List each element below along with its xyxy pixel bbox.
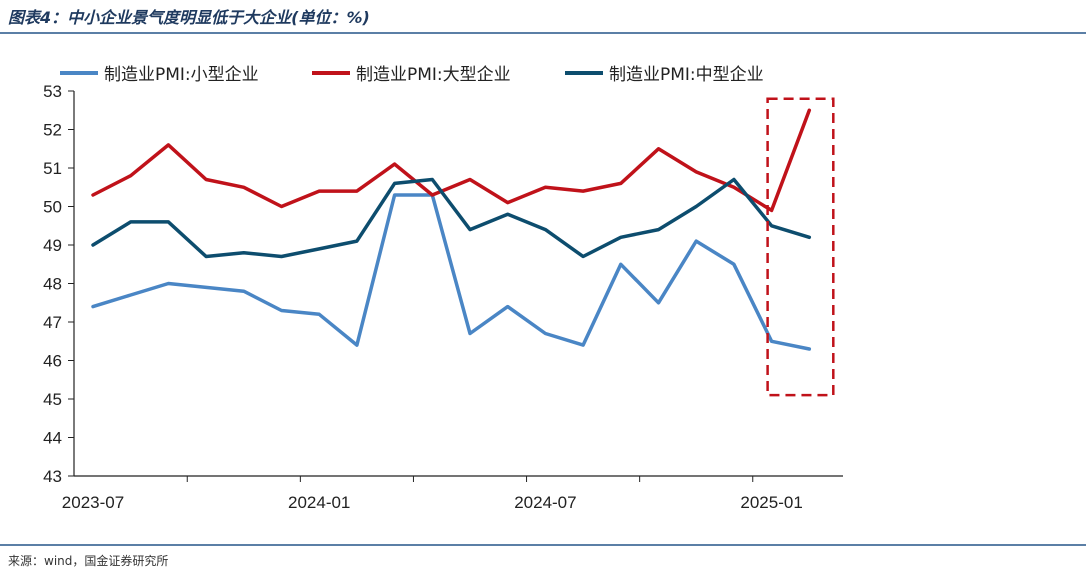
annotation [766, 97, 835, 397]
legend-label-3: 制造业PMI:中型企业 [609, 65, 764, 85]
series-line-1 [91, 193, 812, 351]
x-tick-label: 2024-07 [514, 493, 576, 512]
y-tick-label: 52 [43, 121, 62, 140]
series-line-3 [91, 177, 812, 259]
x-tick-label: 2025-01 [740, 493, 802, 512]
series-line-2 [91, 108, 812, 213]
y-tick-label: 51 [43, 159, 62, 178]
y-tick-label: 50 [43, 198, 62, 217]
y-tick-label: 53 [43, 82, 62, 101]
axes: 43 44 45 46 47 48 49 50 51 52 53 2023-07 2024-01 2024… [43, 82, 843, 512]
source-note: 来源：wind，国金证券研究所 [8, 554, 169, 568]
footer-divider [0, 544, 1086, 546]
legend-label-2: 制造业PMI:大型企业 [356, 65, 511, 85]
y-tick-label: 44 [43, 429, 62, 448]
y-tick-label: 46 [43, 352, 62, 371]
legend-label-1: 制造业PMI:小型企业 [104, 65, 259, 85]
legend: 制造业PMI:小型企业 制造业PMI:大型企业 制造业PMI:中型企业 [60, 65, 764, 85]
x-tick-label: 2024-01 [288, 493, 350, 512]
series-lines [91, 108, 812, 351]
title-divider [0, 32, 1086, 34]
y-tick-label: 47 [43, 313, 62, 332]
x-tick-label: 2023-07 [62, 493, 124, 512]
y-tick-label: 45 [43, 390, 62, 409]
highlight-box [766, 97, 835, 397]
y-tick-label: 48 [43, 275, 62, 294]
y-tick-label: 43 [43, 467, 62, 486]
chart-title: 图表4：中小企业景气度明显低于大企业(单位：%) [8, 8, 370, 27]
y-tick-label: 49 [43, 236, 62, 255]
